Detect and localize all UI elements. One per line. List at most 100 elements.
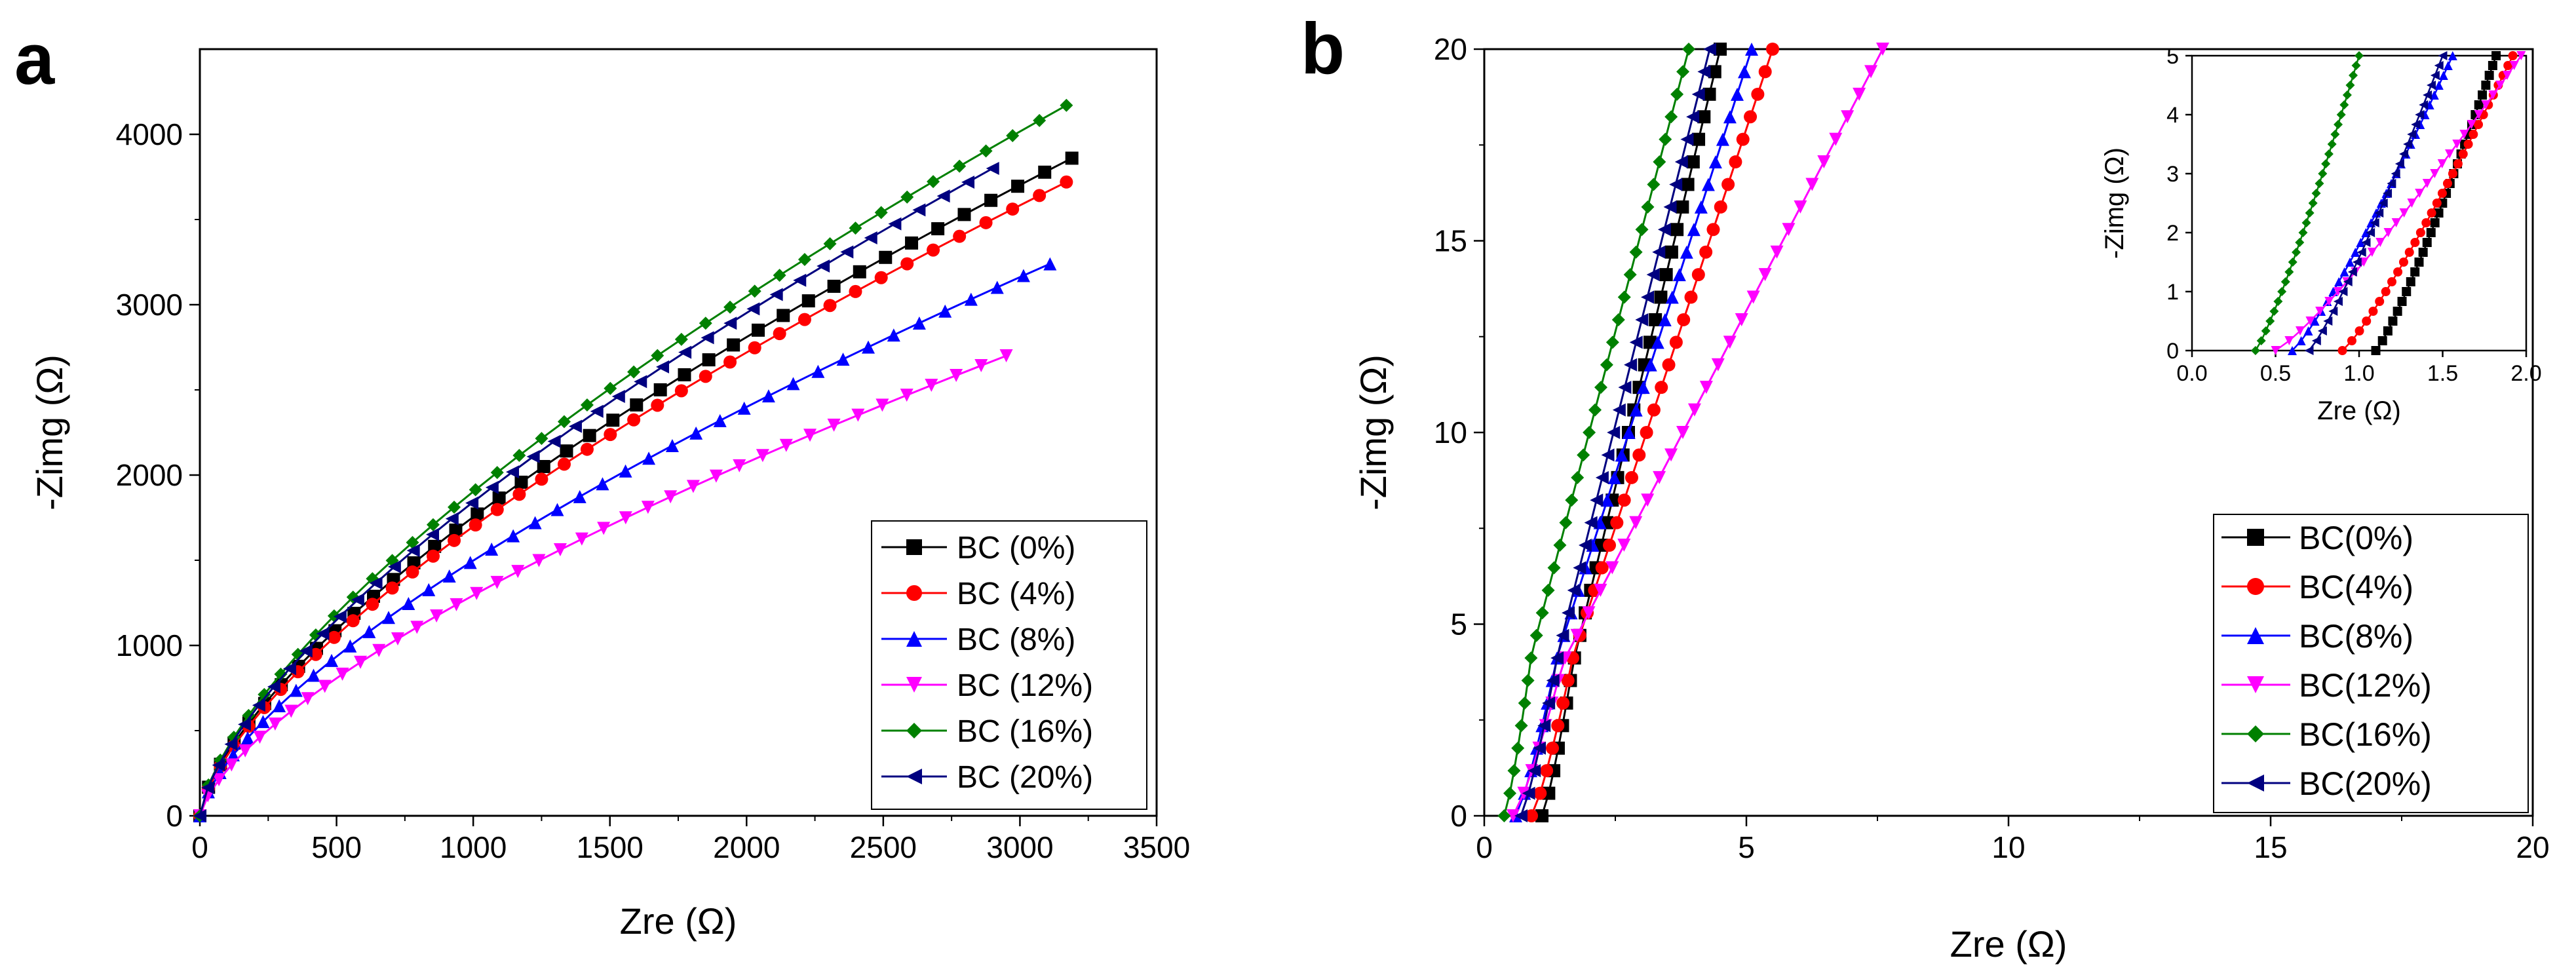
data-point xyxy=(1556,696,1570,710)
data-point xyxy=(575,532,588,546)
data-point xyxy=(1716,132,1729,146)
data-point xyxy=(430,609,444,623)
data-point xyxy=(490,575,504,589)
inset-data-point xyxy=(2474,110,2484,119)
data-point xyxy=(1706,223,1720,237)
data-point xyxy=(1794,200,1807,214)
data-point xyxy=(699,316,712,330)
data-point xyxy=(1584,516,1598,529)
inset-data-point xyxy=(2495,81,2505,90)
data-point xyxy=(580,398,594,412)
data-point xyxy=(1011,180,1025,193)
data-point xyxy=(1658,313,1672,326)
series-group-a xyxy=(193,98,1079,822)
inset-data-point xyxy=(2402,287,2412,296)
data-point xyxy=(445,512,459,526)
data-point xyxy=(1588,403,1602,417)
inset-data-point xyxy=(2383,189,2393,198)
inset-data-point xyxy=(2432,199,2442,208)
data-point xyxy=(769,288,783,301)
inset-background xyxy=(2159,51,2526,349)
data-point xyxy=(1605,561,1619,575)
data-point xyxy=(1708,155,1722,169)
data-point xyxy=(1649,313,1663,326)
inset-data-point xyxy=(2474,100,2484,109)
data-point xyxy=(253,731,267,744)
data-point xyxy=(597,522,611,535)
inset-data-point xyxy=(2288,346,2297,355)
data-point xyxy=(1006,129,1020,143)
inset-data-point xyxy=(2445,149,2455,159)
data-point xyxy=(1033,113,1047,127)
legend-marker xyxy=(2247,725,2264,742)
inset-data-point xyxy=(2434,61,2444,70)
data-point xyxy=(1692,132,1706,146)
data-point xyxy=(653,383,667,396)
data-point xyxy=(737,401,751,415)
data-point xyxy=(851,408,865,422)
data-point xyxy=(1817,155,1831,169)
data-point xyxy=(1582,606,1596,620)
inset-data-point xyxy=(2280,277,2290,286)
data-point xyxy=(506,465,520,479)
data-point xyxy=(514,475,528,489)
inset-data-point xyxy=(2423,90,2432,100)
data-point xyxy=(678,345,692,359)
series-group-b xyxy=(1497,43,1889,822)
data-point xyxy=(1708,65,1721,79)
data-point xyxy=(1595,561,1609,575)
data-point xyxy=(406,535,419,549)
data-point xyxy=(580,442,594,456)
data-point xyxy=(827,279,841,293)
data-point xyxy=(957,208,971,221)
data-point xyxy=(1876,43,1889,56)
data-point xyxy=(557,457,571,471)
x-tick-label: 10 xyxy=(1991,830,2025,864)
data-point xyxy=(1601,448,1615,462)
data-point xyxy=(664,490,678,504)
inset-data-point xyxy=(2427,81,2436,90)
data-point xyxy=(471,507,484,521)
data-point xyxy=(1511,741,1525,755)
data-point xyxy=(1535,809,1548,822)
data-point xyxy=(756,449,769,463)
data-point xyxy=(1737,65,1751,79)
data-point xyxy=(979,216,993,229)
legend-label: BC(0%) xyxy=(2299,520,2413,556)
data-point xyxy=(1684,290,1698,304)
data-point xyxy=(823,237,837,250)
data-point xyxy=(596,477,609,491)
data-point xyxy=(426,518,440,531)
data-point xyxy=(786,377,800,391)
data-point xyxy=(606,413,620,427)
data-point xyxy=(1647,403,1661,417)
data-point xyxy=(641,501,655,514)
inset-data-point xyxy=(2277,287,2287,296)
legend-frame-b xyxy=(2213,514,2529,813)
y-tick-label: 3000 xyxy=(116,288,183,322)
data-point xyxy=(1567,583,1581,597)
data-point xyxy=(827,418,841,432)
x-tick-label: 20 xyxy=(2516,830,2549,864)
data-point xyxy=(1670,223,1684,237)
data-point xyxy=(1687,403,1701,417)
inset-data-point xyxy=(2298,228,2308,237)
data-point xyxy=(1653,155,1666,169)
legend-marker xyxy=(2247,578,2264,595)
inset-data-point xyxy=(2463,140,2473,149)
data-point xyxy=(773,269,786,282)
data-point xyxy=(1594,583,1607,597)
inset-data-point xyxy=(2362,316,2372,326)
x-tick-label: 1.0 xyxy=(2343,361,2374,386)
legend-a: BC (0%) BC (4%) BC (8%) BC (12%) BC (16%) BC … xyxy=(871,520,1147,810)
data-point xyxy=(1545,741,1559,755)
y-tick-label: 3 xyxy=(2166,162,2179,187)
inset-data-point xyxy=(2410,238,2420,247)
data-point xyxy=(1697,110,1711,124)
data-point xyxy=(630,398,644,412)
data-point xyxy=(307,668,320,682)
data-point xyxy=(492,491,506,505)
data-point xyxy=(299,644,313,658)
data-point xyxy=(512,449,526,463)
